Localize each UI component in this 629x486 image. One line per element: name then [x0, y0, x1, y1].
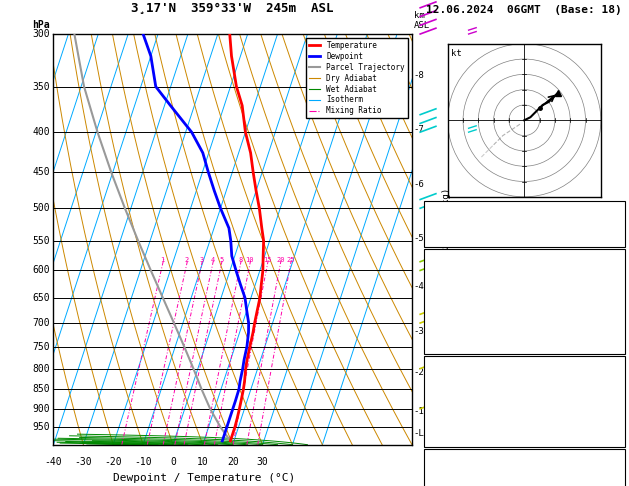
- Text: 400: 400: [32, 127, 50, 137]
- Text: 989: 989: [604, 378, 622, 388]
- Text: K: K: [426, 208, 432, 218]
- Text: 600: 600: [32, 265, 50, 276]
- Text: 750: 750: [32, 342, 50, 351]
- Text: -6: -6: [414, 180, 425, 190]
- Text: EH: EH: [426, 470, 438, 481]
- Text: 700: 700: [32, 318, 50, 328]
- Text: 47: 47: [610, 223, 622, 233]
- Text: 3¸17'N  359°33'W  245m  ASL: 3¸17'N 359°33'W 245m ASL: [131, 1, 334, 15]
- Text: 5: 5: [219, 257, 223, 262]
- Text: 30: 30: [257, 457, 269, 467]
- Text: 18.8: 18.8: [599, 271, 622, 281]
- Text: Hodograph: Hodograph: [498, 456, 551, 466]
- Text: CIN (J): CIN (J): [426, 436, 467, 447]
- Text: -5: -5: [414, 234, 425, 243]
- Text: 215: 215: [604, 422, 622, 432]
- Text: 12.06.2024  06GMT  (Base: 18): 12.06.2024 06GMT (Base: 18): [426, 4, 622, 15]
- Text: -20: -20: [104, 457, 122, 467]
- Text: 25: 25: [286, 257, 295, 262]
- Text: 800: 800: [32, 364, 50, 374]
- Text: 326: 326: [604, 393, 622, 403]
- Text: 350: 350: [32, 82, 50, 91]
- Text: -LCL: -LCL: [414, 430, 435, 438]
- Text: CIN (J): CIN (J): [426, 345, 467, 354]
- Text: Pressure (mb): Pressure (mb): [426, 378, 503, 388]
- Text: θᴇ(K): θᴇ(K): [426, 300, 456, 311]
- Text: Temp (°C): Temp (°C): [426, 271, 479, 281]
- Text: 450: 450: [32, 167, 50, 177]
- Text: -7: -7: [414, 125, 425, 134]
- Text: hPa: hPa: [32, 20, 50, 30]
- Text: 950: 950: [32, 422, 50, 432]
- Text: -3: -3: [414, 327, 425, 336]
- Text: -1: -1: [414, 407, 425, 416]
- Text: Dewpoint / Temperature (°C): Dewpoint / Temperature (°C): [113, 473, 295, 484]
- Text: Totals Totals: Totals Totals: [426, 223, 503, 233]
- Text: 0: 0: [170, 457, 176, 467]
- Text: -0: -0: [610, 470, 622, 481]
- Text: -10: -10: [134, 457, 152, 467]
- Text: -1: -1: [610, 407, 622, 417]
- Text: 10: 10: [197, 457, 209, 467]
- Text: -40: -40: [45, 457, 62, 467]
- Text: 0: 0: [616, 345, 622, 354]
- Text: 650: 650: [32, 293, 50, 303]
- Text: CAPE (J): CAPE (J): [426, 422, 474, 432]
- Text: 3: 3: [199, 257, 204, 262]
- Text: km
ASL: km ASL: [414, 11, 430, 30]
- Text: 8: 8: [238, 257, 243, 262]
- Text: SREH: SREH: [426, 485, 450, 486]
- Text: 4: 4: [211, 257, 214, 262]
- Text: PW (cm): PW (cm): [426, 238, 467, 247]
- Text: 16.1: 16.1: [599, 286, 622, 296]
- Text: Lifted Index: Lifted Index: [426, 407, 497, 417]
- Text: 0: 0: [616, 436, 622, 447]
- Text: Most Unstable: Most Unstable: [486, 364, 562, 374]
- Text: 215: 215: [604, 330, 622, 340]
- Text: 3.12: 3.12: [599, 238, 622, 247]
- Text: -8: -8: [414, 71, 425, 80]
- Text: 1: 1: [160, 257, 165, 262]
- Text: 20: 20: [227, 457, 238, 467]
- Text: 900: 900: [32, 404, 50, 414]
- Text: Mixing Ratio (g/kg): Mixing Ratio (g/kg): [442, 188, 451, 291]
- Text: Lifted Index: Lifted Index: [426, 315, 497, 325]
- Text: 500: 500: [32, 203, 50, 213]
- Text: -30: -30: [74, 457, 92, 467]
- Text: 15: 15: [263, 257, 272, 262]
- Text: 20: 20: [276, 257, 284, 262]
- Text: 850: 850: [32, 384, 50, 394]
- Text: 550: 550: [32, 236, 50, 246]
- Text: -1: -1: [610, 315, 622, 325]
- Text: © weatheronline.co.uk: © weatheronline.co.uk: [472, 472, 577, 481]
- Text: -2: -2: [414, 368, 425, 377]
- Text: CAPE (J): CAPE (J): [426, 330, 474, 340]
- Text: 30: 30: [610, 208, 622, 218]
- Text: 300: 300: [32, 29, 50, 39]
- Text: 2: 2: [184, 257, 189, 262]
- Text: -4: -4: [414, 282, 425, 291]
- Text: 10: 10: [245, 257, 254, 262]
- Text: Dewp (°C): Dewp (°C): [426, 286, 479, 296]
- Text: kt: kt: [451, 49, 462, 58]
- Text: 3: 3: [616, 485, 622, 486]
- Text: θᴇ (K): θᴇ (K): [426, 393, 462, 403]
- Text: 326: 326: [604, 300, 622, 311]
- Legend: Temperature, Dewpoint, Parcel Trajectory, Dry Adiabat, Wet Adiabat, Isotherm, Mi: Temperature, Dewpoint, Parcel Trajectory…: [306, 38, 408, 119]
- Text: Surface: Surface: [504, 257, 545, 267]
